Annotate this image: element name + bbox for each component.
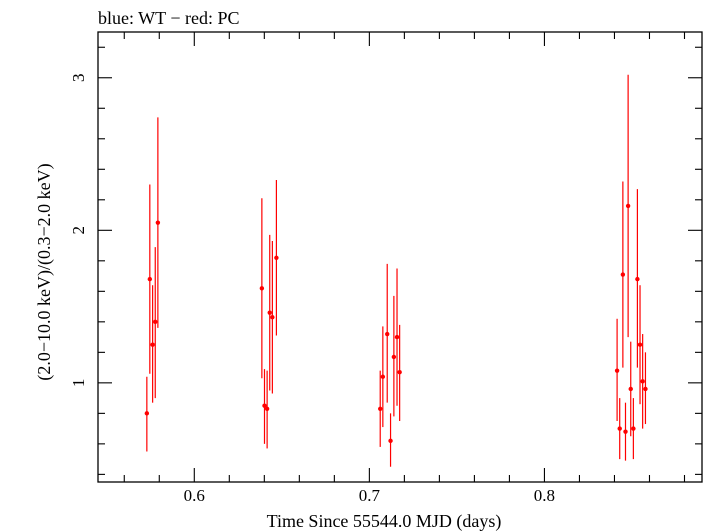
data-point <box>144 411 150 416</box>
plot-frame <box>97 31 703 483</box>
data-point <box>391 354 397 360</box>
data-series-pc <box>144 74 648 467</box>
data-point <box>640 379 645 384</box>
data-point <box>385 331 390 337</box>
data-point <box>614 368 620 373</box>
x-tick-label: 0.6 <box>184 486 205 505</box>
data-point <box>147 276 153 282</box>
data-point <box>150 342 155 347</box>
y-axis-ticks: 1 2 3 <box>69 46 702 475</box>
data-point <box>617 426 622 431</box>
data-point <box>397 369 402 375</box>
data-point <box>628 386 633 392</box>
data-point <box>270 315 275 320</box>
data-point <box>631 426 636 431</box>
data-point <box>153 319 158 325</box>
x-axis-label: Time Since 55544.0 MJD (days) <box>267 511 502 532</box>
data-point <box>623 429 628 434</box>
x-axis-ticks: 0.6 0.7 0.8 <box>123 32 686 505</box>
data-point <box>394 334 400 340</box>
data-point <box>274 255 279 260</box>
chart-title: blue: WT − red: PC <box>98 8 239 28</box>
data-point <box>620 272 626 277</box>
data-point <box>264 406 270 411</box>
data-point <box>637 342 643 347</box>
data-point <box>643 386 648 392</box>
data-point <box>380 374 386 379</box>
data-point <box>388 438 393 444</box>
data-point <box>259 286 265 291</box>
data-point <box>625 203 631 209</box>
data-point <box>155 220 161 225</box>
data-point <box>635 276 640 282</box>
x-tick-label: 0.8 <box>534 486 555 505</box>
data-point <box>262 403 267 408</box>
y-tick-label: 1 <box>69 379 88 388</box>
y-tick-label: 2 <box>69 226 88 235</box>
x-tick-label: 0.7 <box>359 486 381 505</box>
data-point <box>267 310 272 315</box>
y-axis-label: (2.0−10.0 keV)/(0.3−2.0 keV) <box>34 163 55 380</box>
data-point <box>378 406 383 411</box>
y-tick-label: 3 <box>69 74 88 83</box>
